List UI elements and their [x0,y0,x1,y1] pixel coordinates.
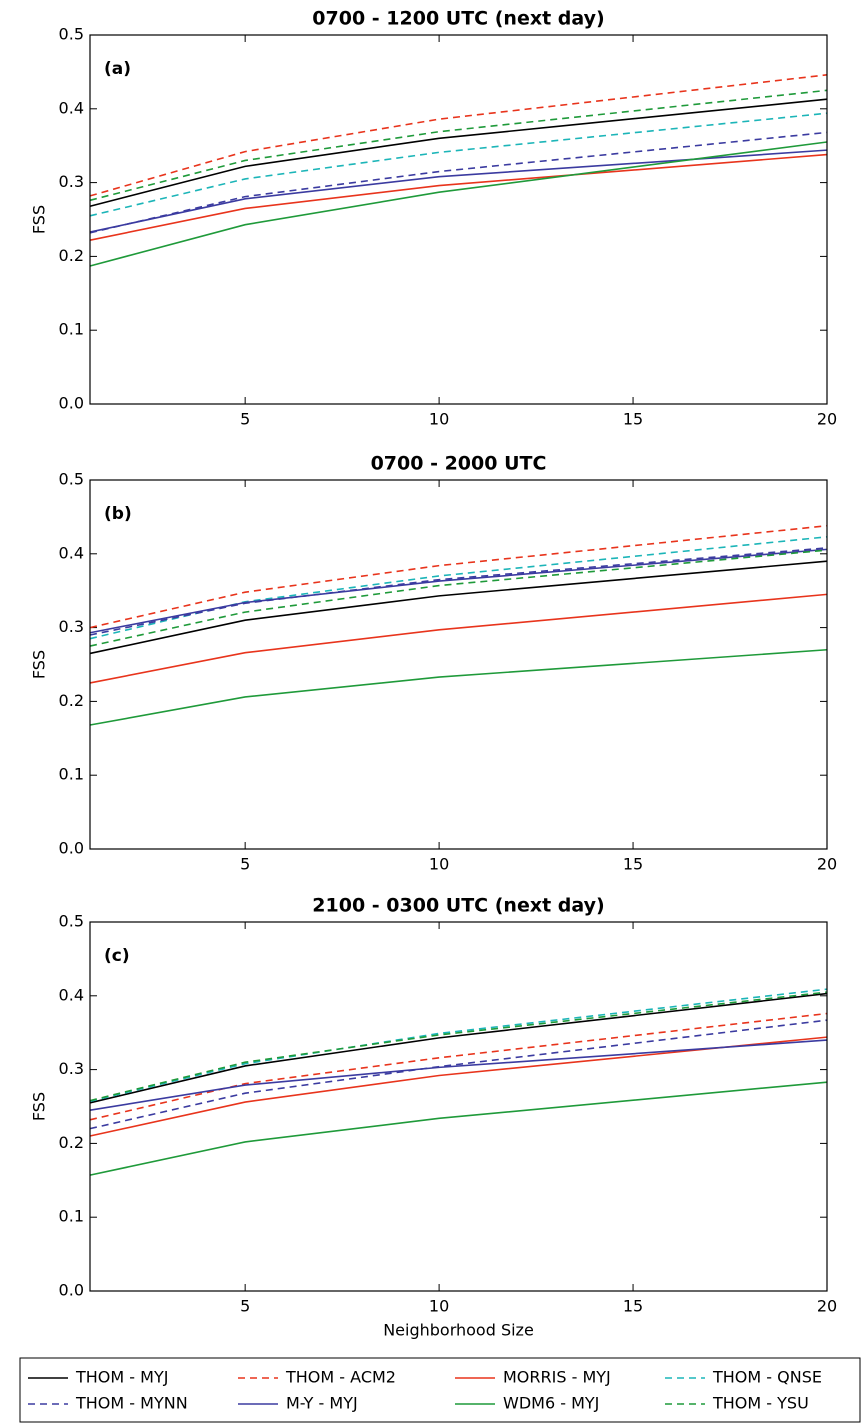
y-tick-label: 0.0 [59,394,84,413]
x-tick-label: 10 [429,410,449,429]
panel-label: (b) [104,504,132,524]
x-tick-label: 15 [623,410,643,429]
series-line [89,1012,828,1121]
y-tick-label: 0.1 [59,320,84,339]
series-line [89,141,828,267]
series-line [89,89,828,202]
legend-label: THOM - YSU [712,1394,809,1413]
legend-label: THOM - ACM2 [285,1368,396,1387]
legend-label: THOM - MYJ [75,1368,168,1387]
x-tick-label: 20 [817,410,837,429]
series-line [89,992,828,1104]
chart-title: 2100 - 0300 UTC (next day) [312,895,604,917]
x-tick-label: 10 [429,855,449,874]
y-tick-label: 0.1 [59,765,84,784]
series-line [89,549,828,647]
legend-box [19,1357,861,1423]
y-tick-label: 0.5 [59,470,84,489]
y-tick-label: 0.3 [59,172,84,191]
plot-frame [89,34,828,405]
series-line [89,1081,828,1176]
x-axis-label: Neighborhood Size [383,1321,534,1340]
legend-label: THOM - MYNN [75,1394,188,1413]
y-tick-label: 0.5 [59,25,84,44]
x-tick-label: 15 [623,855,643,874]
y-tick-label: 0.0 [59,839,84,858]
series-line [89,1036,828,1137]
x-tick-label: 10 [429,1297,449,1316]
y-tick-label: 0.4 [59,543,84,562]
series-line [89,536,828,640]
series-line [89,593,828,684]
series-line [89,991,828,1102]
y-tick-label: 0.5 [59,912,84,931]
panel-label: (a) [104,59,131,79]
y-axis-label: FSS [30,650,49,679]
x-tick-label: 20 [817,855,837,874]
series-line [89,98,828,207]
series-line [89,1039,828,1111]
y-axis-label: FSS [30,1092,49,1121]
chart-title: 0700 - 2000 UTC [371,453,547,475]
y-tick-label: 0.2 [59,691,84,710]
y-tick-label: 0.4 [59,98,84,117]
x-tick-label: 5 [240,1297,250,1316]
x-tick-label: 5 [240,855,250,874]
y-tick-label: 0.3 [59,1059,84,1078]
y-tick-label: 0.4 [59,985,84,1004]
legend-label: THOM - QNSE [712,1368,822,1387]
y-tick-label: 0.0 [59,1281,84,1300]
series-line [89,1019,828,1130]
series-line [89,648,828,726]
series-line [89,524,828,629]
legend-label: MORRIS - MYJ [503,1368,611,1387]
panel-label: (c) [104,946,130,966]
y-tick-label: 0.2 [59,1133,84,1152]
y-tick-label: 0.2 [59,246,84,265]
y-tick-label: 0.1 [59,1207,84,1226]
x-tick-label: 20 [817,1297,837,1316]
series-line [89,153,828,241]
y-tick-label: 0.3 [59,617,84,636]
series-line [89,112,828,217]
chart-title: 0700 - 1200 UTC (next day) [312,8,604,30]
plot-frame [89,921,828,1292]
series-line [89,560,828,655]
y-axis-label: FSS [30,205,49,234]
legend-label: M-Y - MYJ [286,1394,358,1413]
plot-frame [89,479,828,850]
x-tick-label: 5 [240,410,250,429]
legend-label: WDM6 - MYJ [503,1394,599,1413]
series-line [89,548,828,634]
series-line [89,149,828,233]
x-tick-label: 15 [623,1297,643,1316]
series-line [89,131,828,234]
series-line [89,74,828,197]
